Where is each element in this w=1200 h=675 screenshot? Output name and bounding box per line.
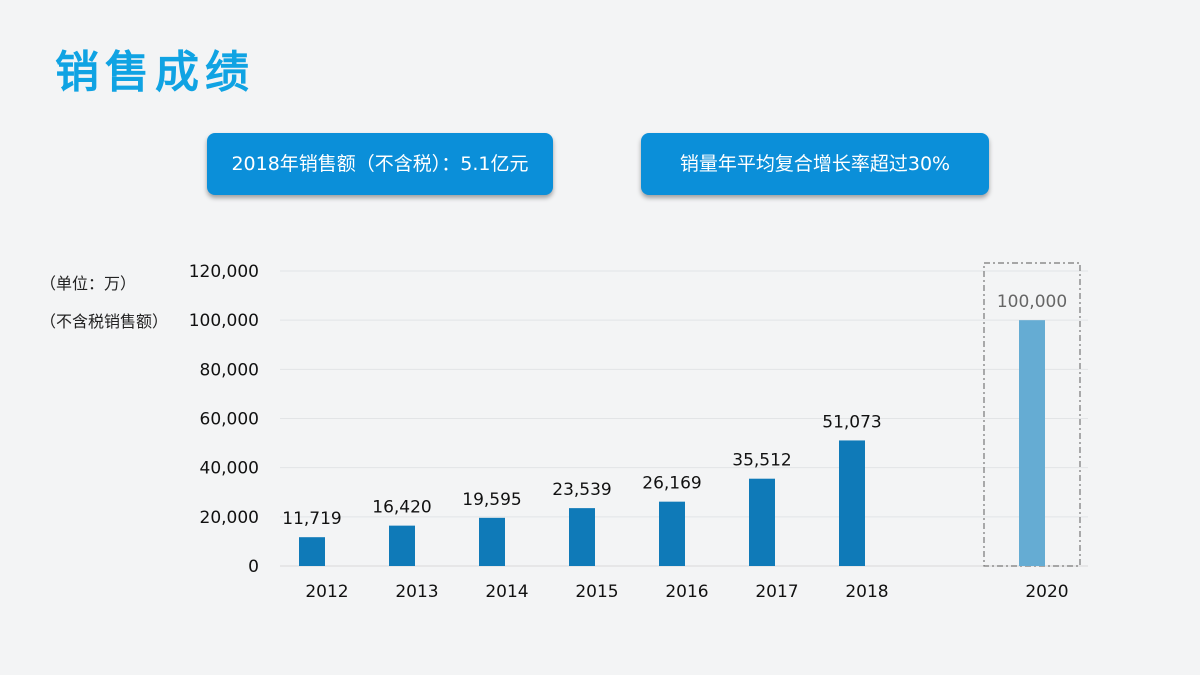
data-label-2016: 26,169 [642, 474, 701, 494]
bar-2015 [569, 508, 595, 566]
x-tick-label-2017: 2017 [755, 582, 798, 602]
page-title: 销售成绩 [55, 47, 255, 98]
highlight-box [983, 262, 1081, 567]
data-label-2014: 19,595 [462, 490, 521, 510]
x-tick-label-2014: 2014 [485, 582, 528, 602]
x-tick-label-2020: 2020 [1025, 582, 1068, 602]
y-tick-label: 120,000 [189, 262, 259, 282]
y-tick-label: 100,000 [189, 311, 259, 331]
y-tick-label: 20,000 [200, 508, 259, 528]
y-tick-label: 40,000 [200, 459, 259, 479]
callout-sales-2018-text: 2018年销售额（不含税）：5.1亿元 [231, 153, 529, 175]
bar-2018 [839, 440, 865, 566]
y-tick-label: 80,000 [200, 360, 259, 380]
data-label-2015: 23,539 [552, 480, 611, 500]
y-tick-label: 60,000 [200, 410, 259, 430]
x-tick-label-2015: 2015 [575, 582, 618, 602]
bar-2016 [659, 501, 685, 566]
callout-growth-rate: 销量年平均复合增长率超过30% [641, 133, 989, 195]
unit-note-tax: （不含税销售额） [40, 312, 169, 331]
callout-sales-2018: 2018年销售额（不含税）：5.1亿元 [207, 133, 553, 195]
bar-2012 [299, 537, 325, 566]
data-label-2020: 100,000 [997, 292, 1067, 312]
bar-2020 [1019, 320, 1045, 566]
bar-2013 [389, 525, 415, 566]
x-tick-label-2012: 2012 [305, 582, 348, 602]
callout-growth-rate-text: 销量年平均复合增长率超过30% [679, 153, 951, 175]
y-tick-label: 0 [248, 557, 259, 577]
data-label-2018: 51,073 [822, 412, 881, 432]
unit-note: （单位：万） [40, 274, 137, 293]
x-tick-label-2018: 2018 [845, 582, 888, 602]
bar-2014 [479, 517, 505, 566]
x-tick-label-2016: 2016 [665, 582, 708, 602]
data-label-2012: 11,719 [282, 509, 341, 529]
x-tick-label-2013: 2013 [395, 582, 438, 602]
data-label-2013: 16,420 [372, 498, 431, 518]
bar-2017 [749, 478, 775, 566]
data-label-2017: 35,512 [732, 451, 791, 471]
